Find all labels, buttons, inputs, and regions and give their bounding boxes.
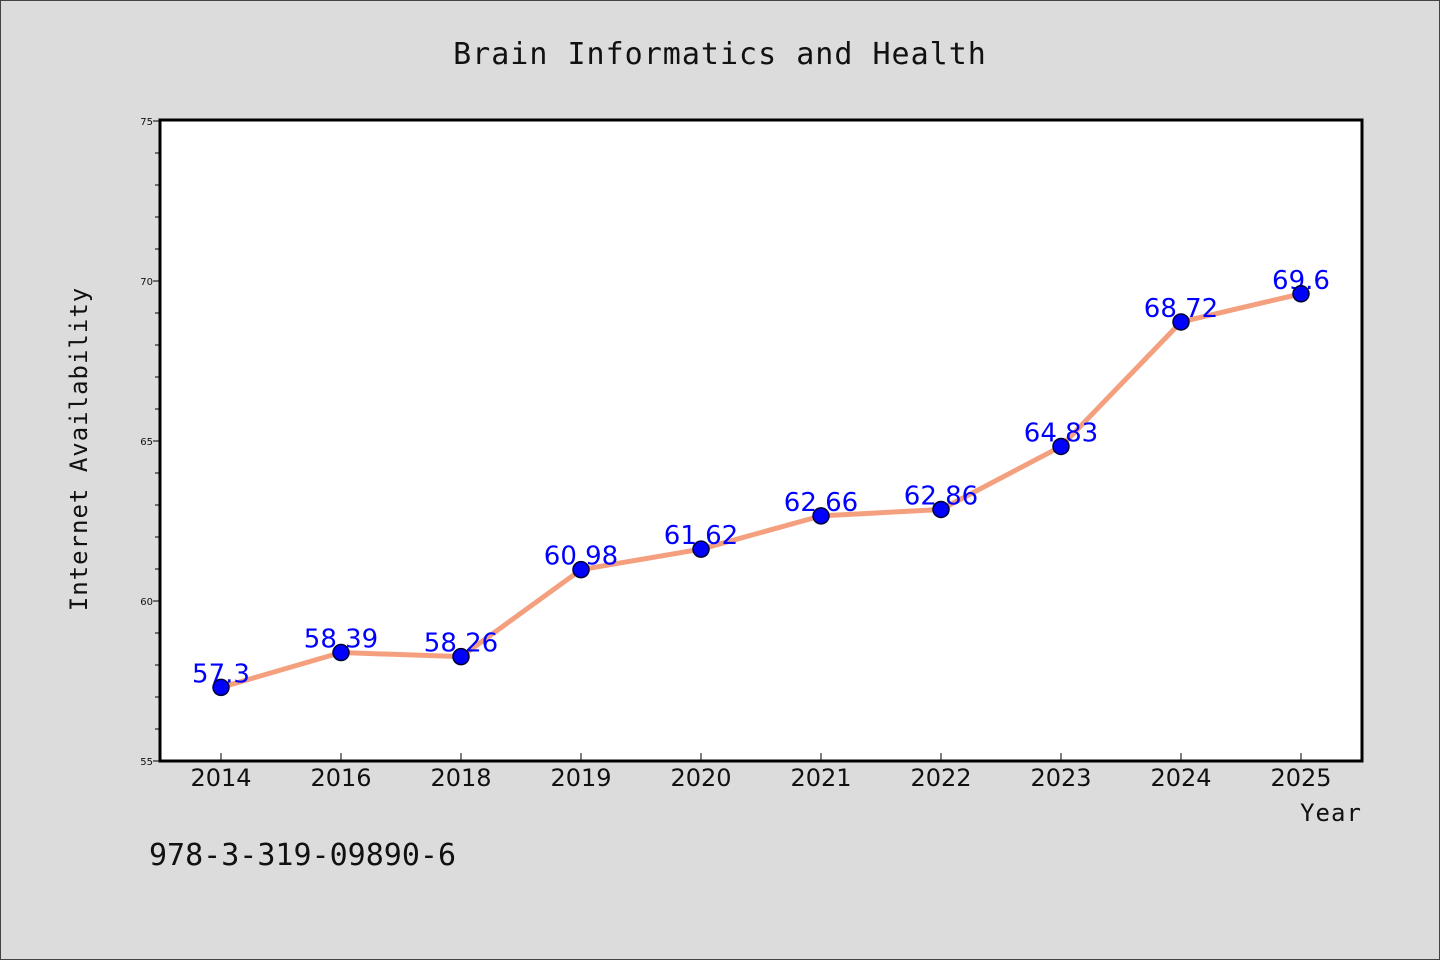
y-axis-label: Internet Availability — [65, 287, 93, 611]
data-point — [572, 560, 590, 579]
x-axis: 2014 2016 2018 2019 2020 2021 2022 2023 2024 2025 — [190, 753, 1332, 792]
data-point — [332, 643, 350, 662]
data-point — [692, 540, 710, 558]
y-tick-label: 65 — [140, 437, 153, 448]
x-tick-label: 2025 — [1270, 764, 1331, 792]
data-point — [452, 647, 470, 666]
data-point — [1292, 285, 1310, 303]
data-point — [932, 500, 950, 519]
x-tick-label: 2018 — [430, 764, 491, 792]
y-tick-label: 55 — [140, 757, 153, 768]
series-line — [220, 291, 1302, 690]
data-point — [1172, 313, 1190, 331]
y-tick-label: 70 — [140, 277, 153, 288]
x-tick-label: 2016 — [310, 764, 371, 792]
x-tick-label: 2014 — [190, 764, 251, 792]
y-tick-label: 75 — [140, 117, 153, 128]
y-axis: 55 60 65 70 75 — [140, 117, 161, 768]
data-point — [212, 678, 230, 697]
x-tick-label: 2023 — [1030, 764, 1091, 792]
x-axis-label: Year — [1300, 799, 1362, 827]
x-tick-label: 2021 — [790, 764, 851, 792]
x-tick-label: 2020 — [670, 764, 731, 792]
isbn-text: 978-3-319-09890-6 — [149, 838, 456, 873]
x-tick-label: 2022 — [910, 764, 971, 792]
data-point — [1052, 437, 1070, 456]
x-tick-label: 2019 — [550, 764, 611, 792]
plot-area — [158, 118, 1364, 763]
x-tick-label: 2024 — [1150, 764, 1211, 792]
y-tick-label: 60 — [140, 597, 153, 608]
data-point — [812, 507, 830, 525]
chart-title: Brain Informatics and Health — [453, 37, 987, 72]
